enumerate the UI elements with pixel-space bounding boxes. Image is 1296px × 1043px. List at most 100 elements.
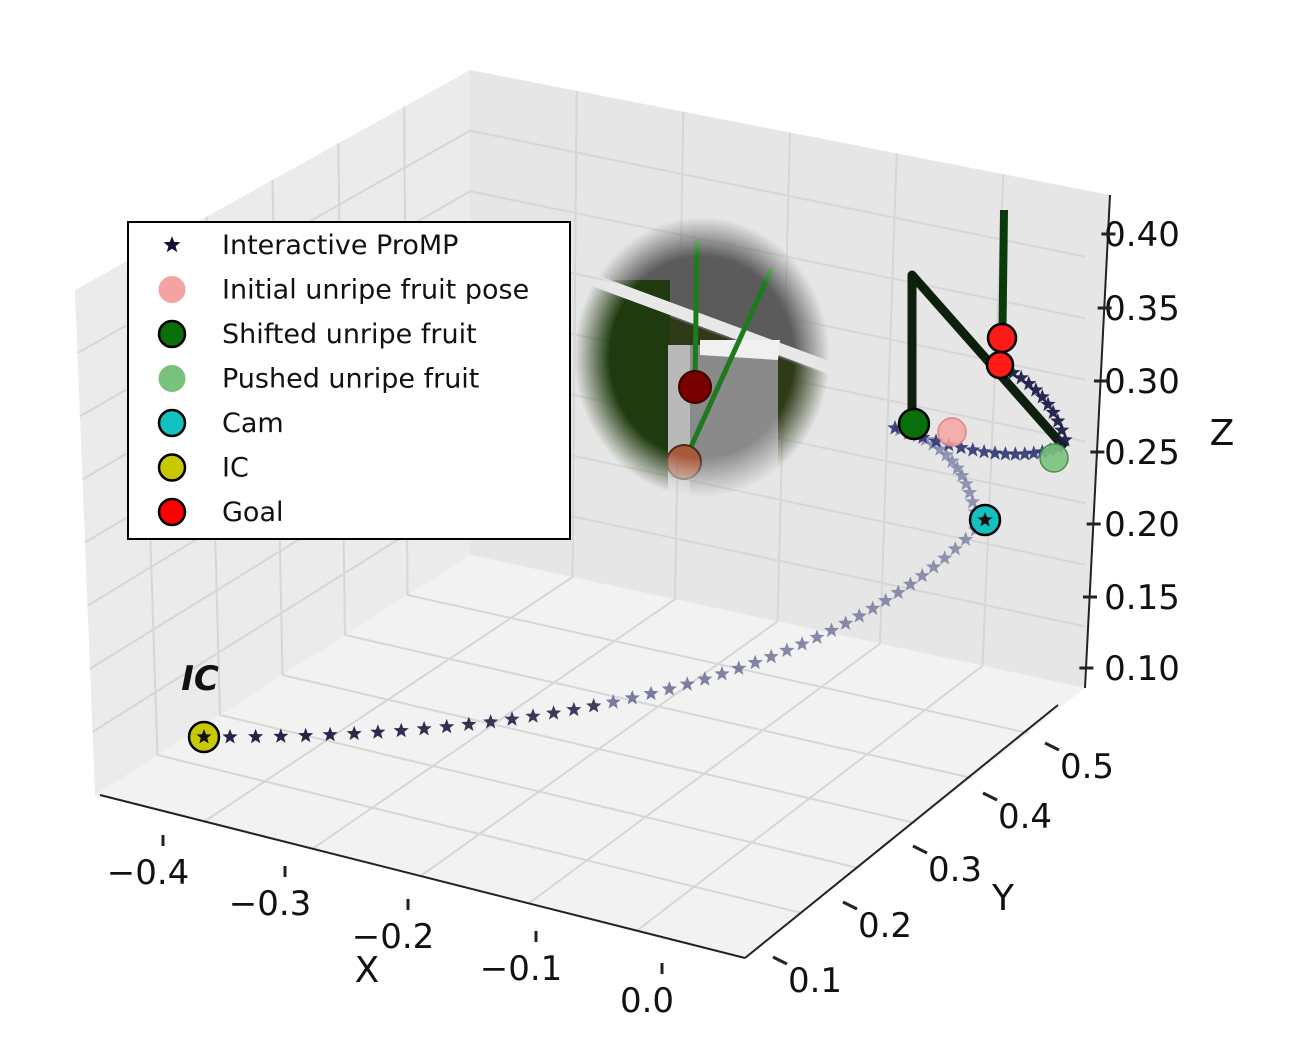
y-tick-label: 0.1 <box>788 961 842 1001</box>
z-tick-label: 0.25 <box>1104 433 1180 473</box>
z-tick-label: 0.15 <box>1104 578 1180 618</box>
z-tick-label: 0.40 <box>1104 215 1180 255</box>
goal-point <box>986 322 1018 354</box>
trajectory-star <box>605 694 621 709</box>
grid-line <box>157 754 802 914</box>
trajectory-star <box>714 665 730 681</box>
trajectory-star <box>731 660 747 675</box>
trajectory-star <box>958 531 974 546</box>
legend-marker-star <box>163 236 181 253</box>
trajectory-star <box>273 728 289 743</box>
trajectory-star <box>987 445 1003 460</box>
trajectory-star <box>997 446 1013 461</box>
legend-marker <box>157 319 187 349</box>
trajectory-star <box>1050 413 1066 428</box>
trajectory-star <box>1017 446 1033 461</box>
trajectory-star <box>838 615 854 630</box>
trajectory-star <box>779 642 795 657</box>
grid-lines <box>77 90 1086 932</box>
floor-pane <box>95 555 1085 958</box>
trajectory-segment <box>907 270 1069 451</box>
trajectory-star <box>624 690 640 705</box>
y-tick-label: 0.3 <box>928 850 982 890</box>
y-tick-label: 0.5 <box>1060 747 1114 787</box>
trajectory-star <box>1021 375 1037 391</box>
trajectory-star <box>965 494 981 509</box>
trajectory-star <box>976 443 992 459</box>
trajectory-star <box>878 592 894 608</box>
legend-label: Shifted unripe fruit <box>222 319 477 350</box>
y-tick-label: 0.4 <box>998 797 1052 837</box>
trajectory-star <box>809 629 825 644</box>
trajectory-star <box>697 671 713 686</box>
legend-marker <box>158 365 186 392</box>
trajectory-star <box>346 725 362 741</box>
legend-marker <box>158 276 186 303</box>
trajectory-star <box>483 714 499 729</box>
z-tick-label: 0.35 <box>1104 289 1180 329</box>
y-axis-label: Y <box>991 878 1015 919</box>
shifted-fruit-point <box>897 407 931 441</box>
y-tick-mark <box>772 955 788 966</box>
trajectory-star <box>222 729 238 744</box>
trajectory-star <box>794 636 810 651</box>
trajectory-star <box>416 720 432 736</box>
trajectory-star <box>586 698 602 713</box>
cam-star <box>977 512 993 527</box>
legend-label: Interactive ProMP <box>222 230 458 261</box>
trajectory-star <box>439 718 455 734</box>
trajectory-star <box>949 460 965 475</box>
grid-line <box>282 674 916 824</box>
trajectory-star <box>926 559 942 574</box>
grid-line <box>344 634 972 779</box>
legend-label: Initial unripe fruit pose <box>222 275 529 306</box>
trajectory-star <box>947 541 963 556</box>
y-tick-label: 0.2 <box>858 906 912 946</box>
legend-marker <box>157 408 187 438</box>
trajectory-star <box>370 724 386 739</box>
ic-star <box>196 729 212 744</box>
legend-marker <box>157 497 187 527</box>
grid-line <box>879 153 898 644</box>
trajectory-star <box>661 681 677 696</box>
data-marks <box>187 209 1073 754</box>
x-tick-label: −0.1 <box>480 949 563 989</box>
x-tick-label: −0.2 <box>352 917 435 957</box>
trajectory-star <box>937 550 953 565</box>
trajectory-star <box>954 467 970 483</box>
grid-line <box>407 594 1029 734</box>
trajectory-star <box>1045 404 1061 419</box>
legend-label: Pushed unripe fruit <box>222 364 479 395</box>
z-axis-line <box>1084 194 1111 689</box>
trajectory-star <box>1034 389 1050 404</box>
trajectory-star <box>938 447 954 462</box>
ic-annotation: IC <box>181 659 219 699</box>
y-tick-mark <box>842 900 858 911</box>
legend: Interactive ProMP Initial unripe fruit po… <box>127 221 571 540</box>
trajectory-star <box>823 622 840 637</box>
trajectory-star <box>1013 369 1029 385</box>
trajectory-star <box>1057 432 1073 447</box>
z-axis-label: Z <box>1210 413 1235 454</box>
grid-line <box>469 129 1086 258</box>
legend-label: Cam <box>222 408 284 439</box>
x-tick-label: −0.3 <box>229 884 312 924</box>
z-tick-label: 0.20 <box>1104 505 1180 545</box>
trajectory-star <box>965 442 981 457</box>
pushed-fruit-point <box>1039 443 1069 473</box>
trajectory-star <box>962 484 978 500</box>
goal-point <box>985 350 1015 380</box>
trajectory-star <box>679 676 695 691</box>
camera-inset <box>570 215 840 500</box>
trajectory-star <box>546 705 562 720</box>
trajectory-star <box>248 728 264 744</box>
z-tick-label: 0.10 <box>1104 649 1180 689</box>
x-axis-label: X <box>355 950 380 991</box>
x-tick-label: 0.0 <box>620 981 674 1021</box>
trajectory-star <box>932 441 948 456</box>
trajectory-star <box>1028 382 1044 397</box>
trajectory-star <box>1040 396 1056 411</box>
trajectory-star <box>944 453 960 468</box>
grid-line <box>469 493 1086 628</box>
